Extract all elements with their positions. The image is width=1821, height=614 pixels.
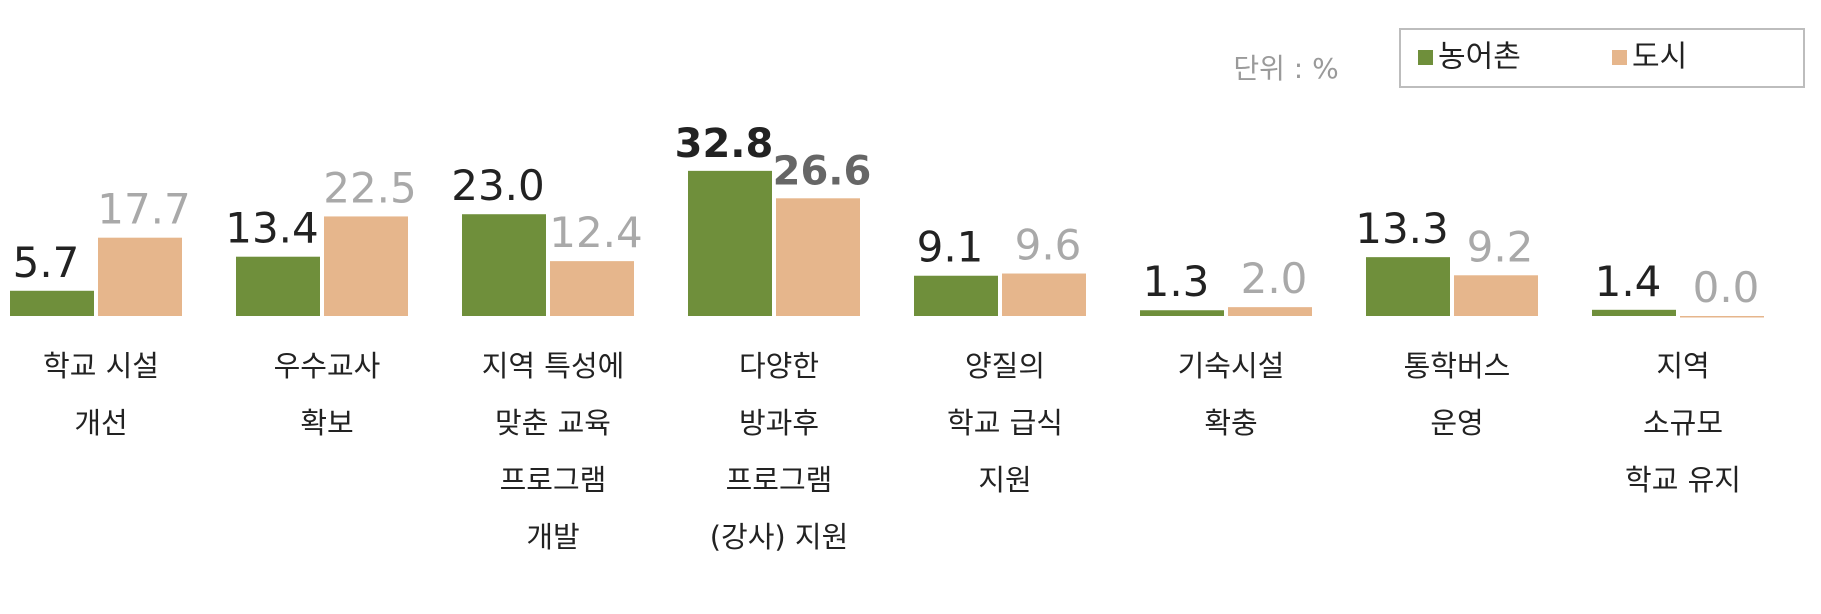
bar <box>236 256 320 316</box>
category-label: 양질의 학교 급식 지원 <box>947 349 1063 497</box>
bar <box>1680 316 1764 318</box>
legend-swatch <box>1612 50 1627 65</box>
bar <box>1002 273 1086 316</box>
value-label: 1.4 <box>1595 257 1662 306</box>
value-label: 9.6 <box>1015 221 1082 270</box>
bar <box>776 198 860 316</box>
bar <box>462 214 546 316</box>
value-label: 1.3 <box>1143 257 1210 306</box>
category-label: 지역 특성에 맞춘 교육 프로그램 개발 <box>481 349 625 554</box>
value-label: 26.6 <box>773 148 872 194</box>
bar <box>1592 309 1676 316</box>
value-label: 2.0 <box>1241 254 1308 303</box>
value-label: 13.3 <box>1355 204 1449 253</box>
legend-label: 농어촌 <box>1438 40 1521 75</box>
bar <box>10 290 94 316</box>
bar <box>98 237 182 316</box>
category-label: 우수교사 확보 <box>273 349 381 440</box>
category-label: 다양한 방과후 프로그램 (강사) 지원 <box>709 349 849 554</box>
unit-note: 단위 : % <box>1233 52 1338 85</box>
category-label: 통학버스 운영 <box>1403 349 1511 440</box>
legend-swatch <box>1418 50 1433 65</box>
bar <box>688 170 772 316</box>
value-label: 0.0 <box>1693 263 1760 312</box>
bar <box>550 261 634 316</box>
legend-label: 도시 <box>1632 40 1687 75</box>
bar <box>1366 257 1450 316</box>
category-label: 기숙시설 확충 <box>1177 349 1285 440</box>
bar <box>324 216 408 316</box>
value-label: 9.1 <box>917 223 984 272</box>
value-label: 22.5 <box>323 163 417 212</box>
category-label: 학교 시설 개선 <box>43 349 159 440</box>
bar <box>1228 307 1312 316</box>
value-label: 32.8 <box>675 121 774 167</box>
value-label: 9.2 <box>1467 222 1534 271</box>
category-label: 지역 소규모 학교 유지 <box>1625 349 1741 497</box>
legend-box <box>1399 28 1805 88</box>
value-label: 5.7 <box>13 238 80 287</box>
bar <box>1140 310 1224 316</box>
value-label: 12.4 <box>549 208 643 257</box>
bar <box>914 275 998 316</box>
value-label: 17.7 <box>97 185 191 234</box>
value-label: 23.0 <box>451 161 545 210</box>
value-label: 13.4 <box>225 204 319 253</box>
bar <box>1454 275 1538 316</box>
